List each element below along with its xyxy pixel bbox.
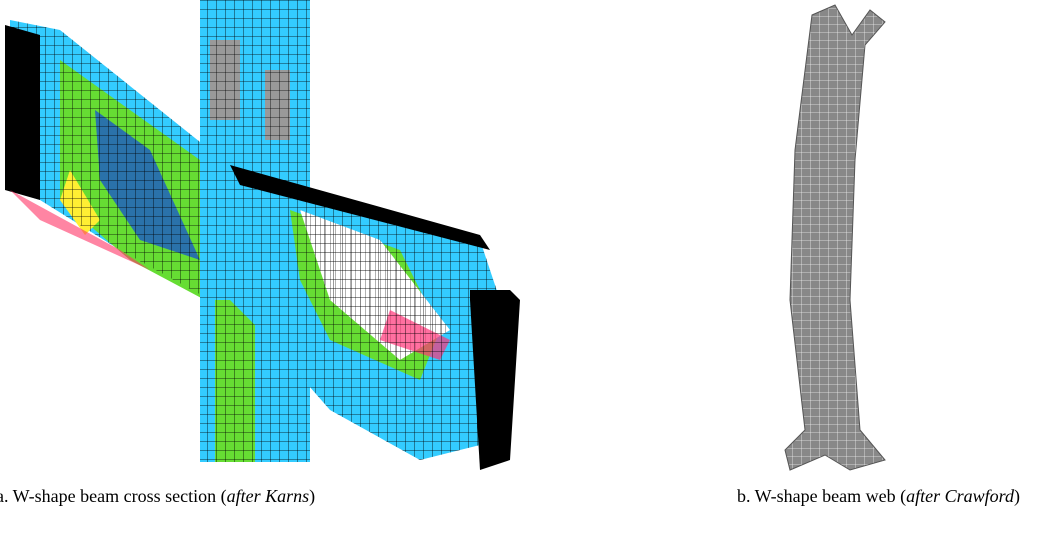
page: a. W-shape beam cross section (after Kar… xyxy=(0,0,1049,537)
figure-images xyxy=(0,0,1049,480)
caption-a: a. W-shape beam cross section (after Kar… xyxy=(0,486,315,507)
caption-text: ) xyxy=(309,486,315,506)
caption-source: after Crawford xyxy=(906,486,1014,506)
fem-model-b xyxy=(785,5,885,470)
fem-model-a xyxy=(5,0,520,470)
caption-text: b. W-shape beam web ( xyxy=(737,486,906,506)
caption-text: a. W-shape beam cross section ( xyxy=(0,486,227,506)
caption-text: ) xyxy=(1014,486,1020,506)
caption-source: after Karns xyxy=(227,486,310,506)
caption-b: b. W-shape beam web (after Crawford) xyxy=(737,486,1020,507)
